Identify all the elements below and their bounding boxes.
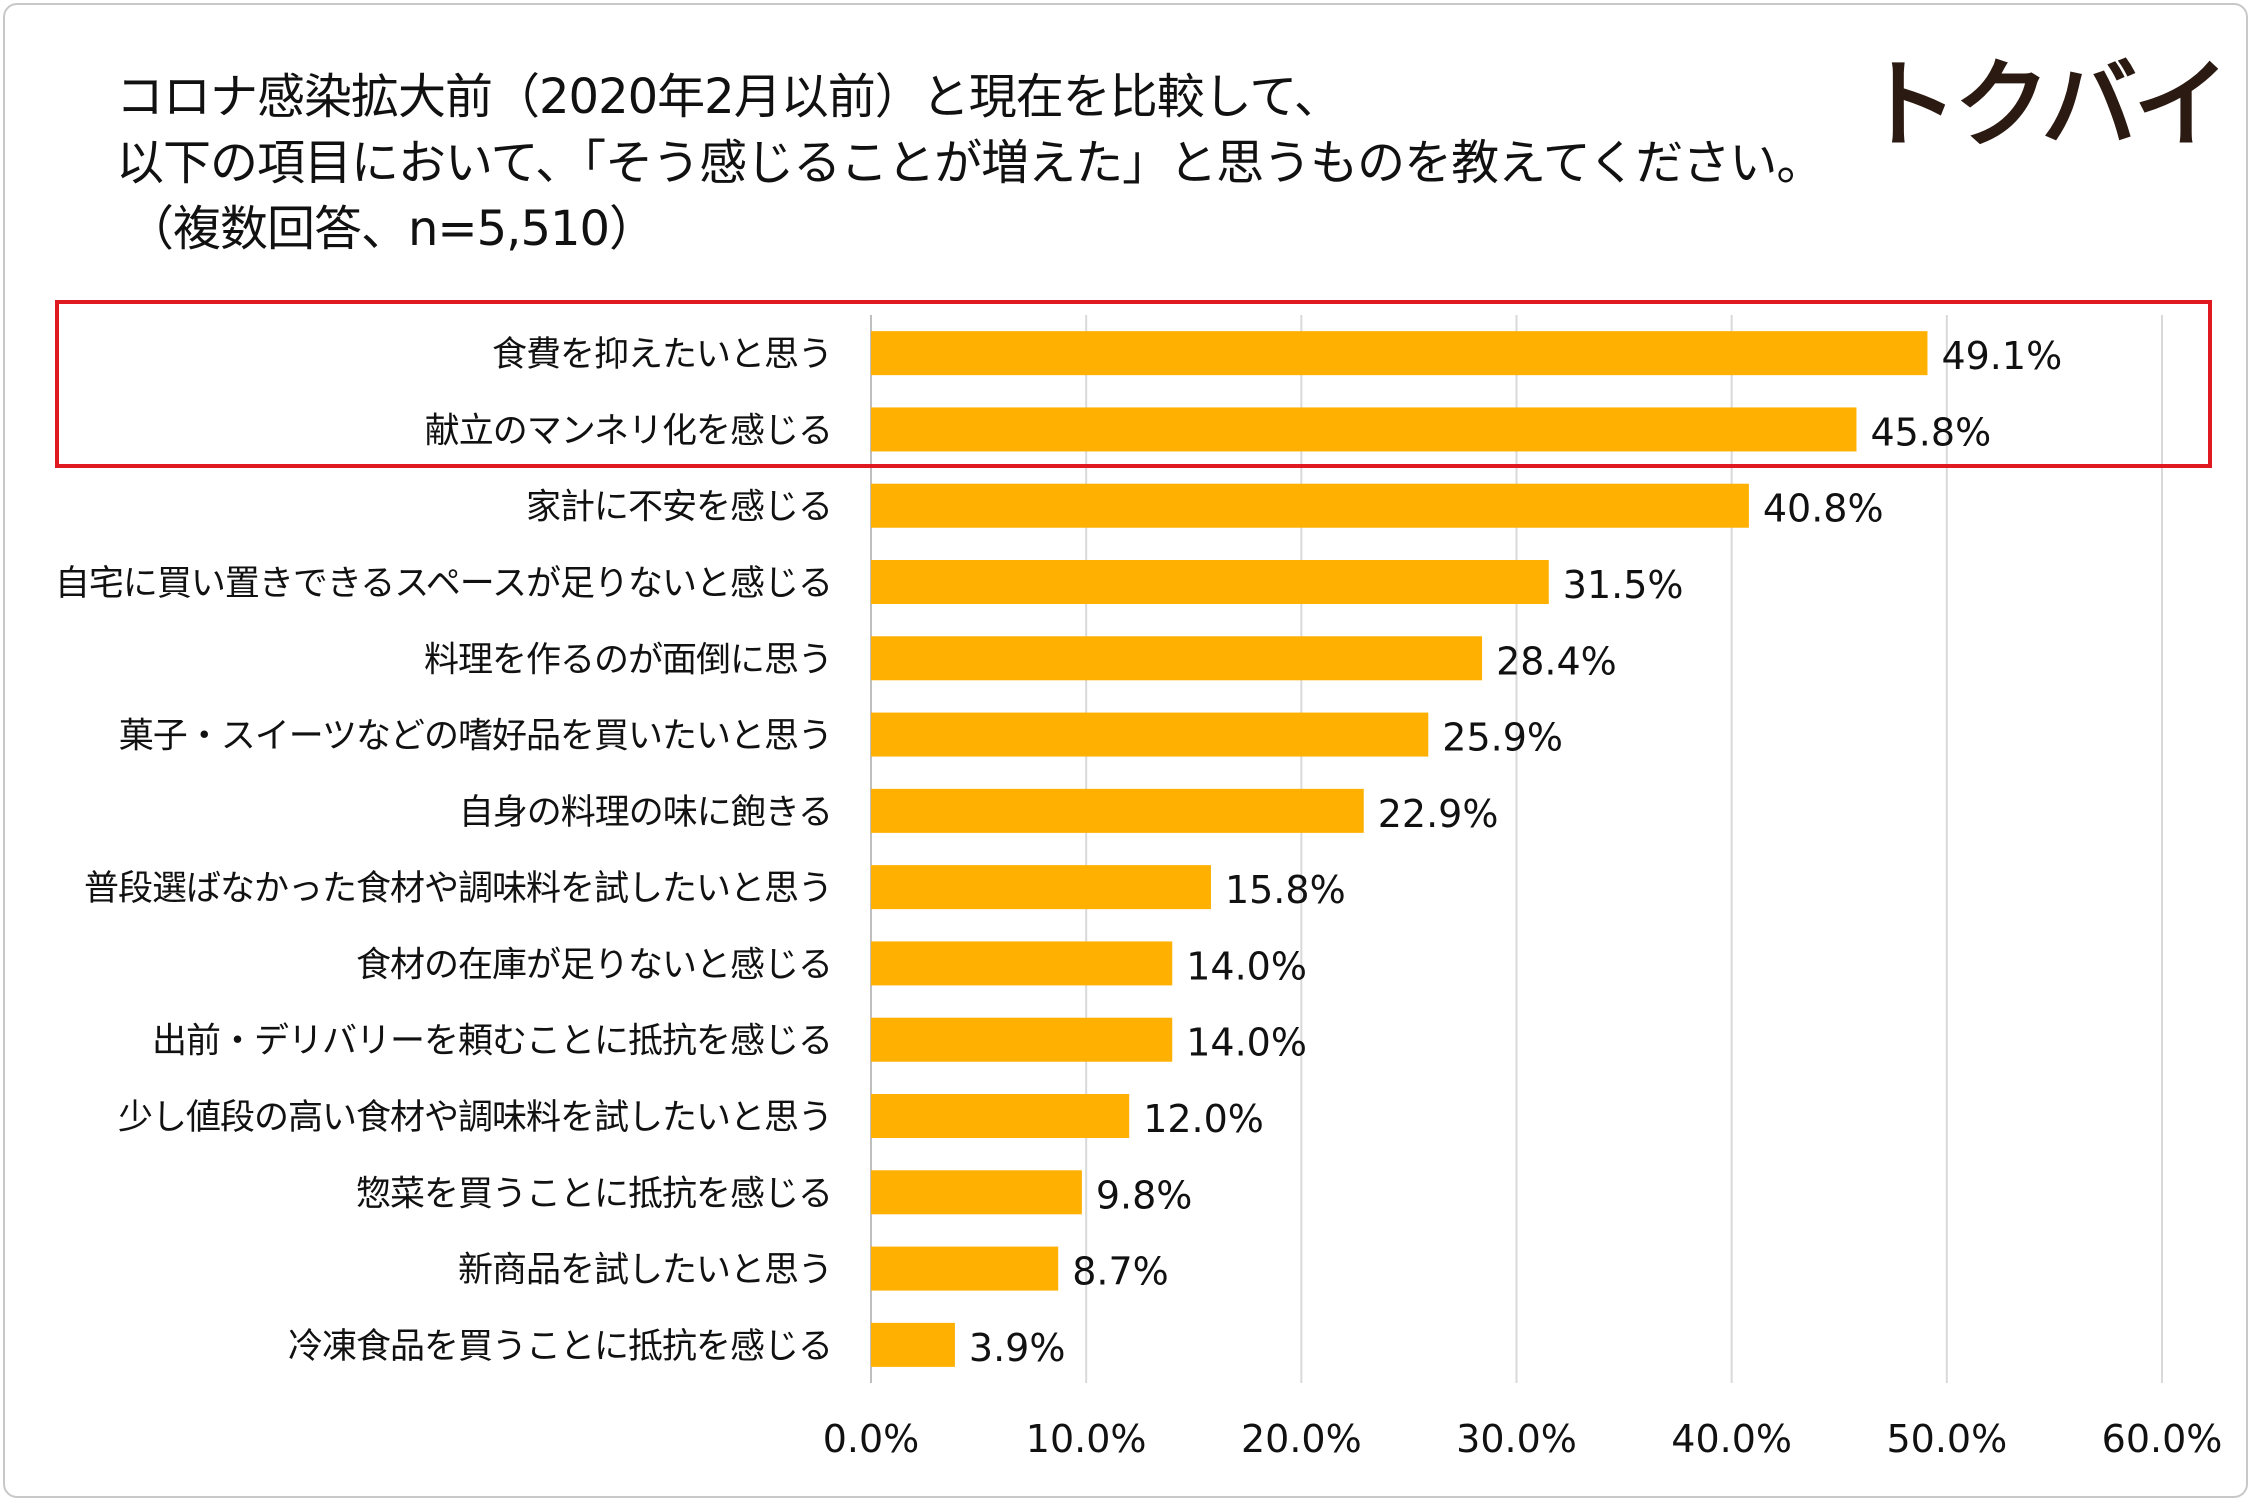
- category-label: 出前・デリバリーを頼むことに抵抗を感じる: [152, 1022, 832, 1062]
- x-tick-label: 20.0%: [1241, 1417, 1362, 1461]
- chart-frame: [3, 3, 2248, 1498]
- category-label: 献立のマンネリ化を感じる: [425, 411, 832, 451]
- chart-title: コロナ感染拡大前（2020年2月以前）と現在を比較して、 以下の項目において、「…: [116, 64, 1824, 262]
- bar: [871, 788, 1364, 833]
- bar: [871, 1094, 1130, 1138]
- category-label: 冷凍食品を買うことに抵抗を感じる: [288, 1327, 832, 1367]
- bar: [871, 712, 1429, 757]
- bar: [871, 1246, 1059, 1291]
- value-label: 22.9%: [1378, 792, 1499, 836]
- bar: [871, 636, 1483, 681]
- value-label: 14.0%: [1186, 944, 1307, 988]
- value-label: 3.9%: [969, 1326, 1066, 1370]
- x-tick-label: 60.0%: [2102, 1417, 2223, 1461]
- category-label: 普段選ばなかった食材や調味料を試したいと思う: [84, 869, 832, 909]
- bar: [871, 1170, 1082, 1215]
- category-label: 菓子・スイーツなどの嗜好品を買いたいと思う: [119, 717, 832, 757]
- title-line-2: 以下の項目において、「そう感じることが増えた」と思うものを教えてください。: [116, 135, 1824, 191]
- category-label: 家計に不安を感じる: [526, 488, 832, 528]
- value-label: 8.7%: [1072, 1250, 1169, 1294]
- value-label: 49.1%: [1941, 334, 2062, 378]
- x-tick-label: 30.0%: [1456, 1417, 1577, 1461]
- title-line-1: コロナ感染拡大前（2020年2月以前）と現在を比較して、: [116, 69, 1342, 125]
- category-label: 料理を作るのが面倒に思う: [424, 640, 832, 680]
- value-label: 40.8%: [1763, 487, 1884, 531]
- category-label: 食費を抑えたいと思う: [492, 335, 832, 375]
- value-label: 14.0%: [1186, 1021, 1307, 1065]
- x-tick-label: 10.0%: [1026, 1417, 1147, 1461]
- category-label: 自宅に買い置きできるスペースが足りないと感じる: [55, 564, 832, 604]
- x-tick-label: 40.0%: [1671, 1417, 1792, 1461]
- highlight-box: [55, 300, 2212, 468]
- value-label: 31.5%: [1563, 563, 1684, 607]
- category-label: 食材の在庫が足りないと感じる: [356, 945, 832, 985]
- bar: [871, 560, 1549, 604]
- bar: [871, 407, 1857, 452]
- value-label: 28.4%: [1496, 639, 1617, 683]
- title-line-3: （複数回答、n=5,510）: [126, 201, 657, 257]
- bar: [871, 941, 1173, 986]
- x-tick-label: 0.0%: [823, 1417, 920, 1461]
- bar: [871, 1322, 955, 1367]
- bar: [871, 1017, 1173, 1062]
- bar: [871, 483, 1749, 528]
- value-label: 45.8%: [1870, 410, 1991, 454]
- bar: [871, 865, 1211, 910]
- category-label: 自身の料理の味に飽きる: [459, 793, 832, 833]
- value-label: 9.8%: [1096, 1173, 1193, 1217]
- category-label: 新商品を試したいと思う: [458, 1251, 832, 1291]
- brand-logo: トクバイ: [1862, 49, 2229, 161]
- category-label: 惣菜を買うことに抵抗を感じる: [356, 1174, 832, 1214]
- value-label: 12.0%: [1143, 1097, 1264, 1141]
- bar: [871, 331, 1928, 376]
- category-label: 少し値段の高い食材や調味料を試したいと思う: [118, 1098, 832, 1138]
- value-label: 15.8%: [1225, 868, 1346, 912]
- x-tick-label: 50.0%: [1886, 1417, 2007, 1461]
- value-label: 25.9%: [1442, 716, 1563, 760]
